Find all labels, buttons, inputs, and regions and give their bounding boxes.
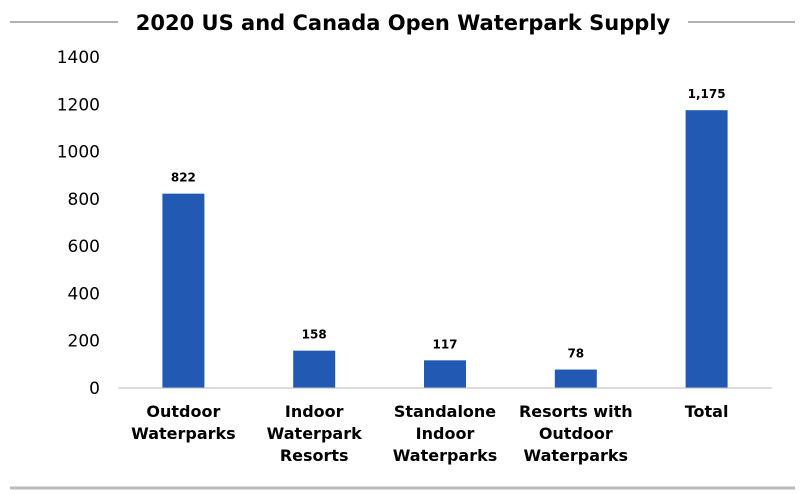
chart-title: 2020 US and Canada Open Waterpark Supply: [136, 11, 671, 35]
data-label: 117: [432, 337, 457, 351]
x-category-label: Indoor: [416, 424, 475, 443]
x-category-label: Resorts with: [519, 402, 633, 421]
data-label: 78: [567, 347, 584, 361]
x-category-label: Indoor: [285, 402, 344, 421]
y-tick-label: 200: [68, 332, 100, 352]
x-category-label: Waterparks: [131, 424, 236, 443]
x-category-label: Waterparks: [524, 446, 629, 465]
y-tick-label: 800: [68, 190, 100, 210]
x-category-label: Standalone: [394, 402, 496, 421]
data-label: 822: [171, 171, 196, 185]
bar: [685, 110, 728, 389]
y-tick-label: 1400: [57, 48, 100, 68]
x-category-label: Outdoor: [539, 424, 613, 443]
y-tick-label: 1000: [57, 143, 100, 163]
y-tick-label: 600: [68, 237, 100, 257]
x-category-label: Total: [685, 402, 729, 421]
y-tick-label: 1200: [57, 95, 100, 115]
data-label: 1,175: [688, 87, 726, 101]
x-category-label: Waterpark: [267, 424, 362, 443]
bar: [554, 369, 597, 388]
x-category-label: Resorts: [280, 446, 349, 465]
y-tick-label: 0: [89, 379, 100, 399]
bar: [424, 360, 466, 388]
data-label: 158: [302, 328, 327, 342]
bar: [162, 193, 205, 388]
y-tick-label: 400: [68, 284, 100, 304]
x-category-label: Outdoor: [146, 402, 220, 421]
bar: [293, 350, 336, 388]
x-category-label: Waterparks: [393, 446, 498, 465]
